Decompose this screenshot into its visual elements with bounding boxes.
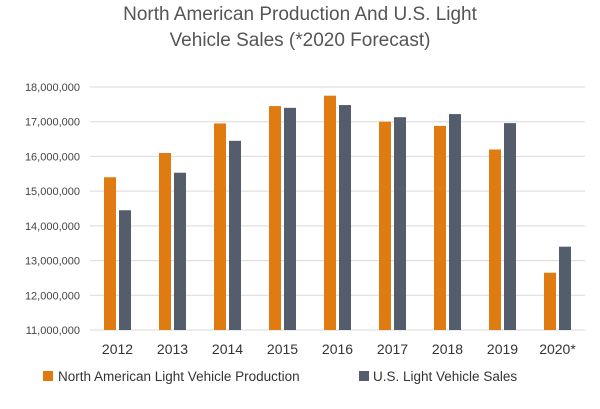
x-tick-label: 2019 <box>487 341 518 357</box>
bar-sales <box>339 105 351 331</box>
y-tick-label: 14,000,000 <box>25 221 80 233</box>
x-tick-label: 2020* <box>539 341 576 357</box>
bar-production <box>269 106 281 330</box>
y-tick-label: 12,000,000 <box>25 290 80 302</box>
y-tick-label: 11,000,000 <box>26 325 80 337</box>
y-axis-ticks: 11,000,000 12,000,000 13,000,000 14,000,000… <box>25 82 80 337</box>
bar-sales <box>559 246 571 330</box>
bar-sales <box>174 172 186 330</box>
bar-production <box>379 121 391 330</box>
x-tick-label: 2016 <box>322 341 353 357</box>
bar-sales <box>394 117 406 330</box>
y-tick-label: 18,000,000 <box>25 82 80 94</box>
gridlines <box>90 86 585 331</box>
chart-title-line-2: Vehicle Sales (*2020 Forecast) <box>170 30 431 51</box>
x-tick-label: 2017 <box>377 341 408 357</box>
bar-sales <box>504 123 516 330</box>
legend-swatch-sales <box>359 371 369 381</box>
bar-production <box>544 272 556 330</box>
bar-production <box>434 125 446 330</box>
legend-label-production: North American Light Vehicle Production <box>58 369 300 384</box>
x-tick-label: 2012 <box>102 341 133 357</box>
chart-title-line-1: North American Production And U.S. Light <box>123 4 478 25</box>
bar-production <box>489 149 501 330</box>
bar-sales <box>119 210 131 330</box>
bar-sales <box>284 107 296 330</box>
bar-production <box>159 152 171 330</box>
x-tick-label: 2014 <box>212 341 243 357</box>
legend-label-sales: U.S. Light Vehicle Sales <box>373 369 517 384</box>
legend: North American Light Vehicle Production … <box>43 369 517 384</box>
x-tick-label: 2013 <box>157 341 188 357</box>
y-tick-label: 13,000,000 <box>25 256 80 268</box>
x-axis-ticks: 2012 2013 2014 2015 2016 2017 2018 2019 2020* <box>102 341 576 357</box>
y-tick-label: 16,000,000 <box>25 151 80 163</box>
y-tick-label: 15,000,000 <box>25 186 80 198</box>
x-tick-label: 2018 <box>432 341 463 357</box>
legend-swatch-production <box>43 371 53 381</box>
y-tick-label: 17,000,000 <box>25 117 80 129</box>
x-tick-label: 2015 <box>267 341 298 357</box>
bar-sales <box>449 114 461 330</box>
bars <box>104 95 571 331</box>
bar-production <box>104 177 116 330</box>
bar-production <box>214 123 226 330</box>
bar-production <box>324 95 336 330</box>
bar-sales <box>229 140 241 330</box>
